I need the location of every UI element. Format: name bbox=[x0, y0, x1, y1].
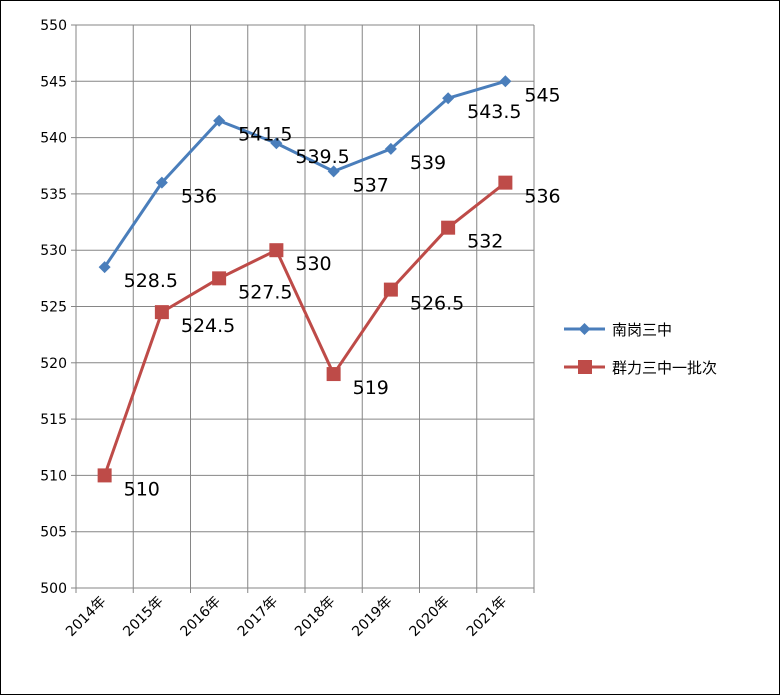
data-point-1-3 bbox=[269, 243, 284, 258]
series-line-1 bbox=[103, 181, 507, 476]
x-tick-label: 2018年 bbox=[292, 594, 338, 640]
legend-marker-1 bbox=[578, 360, 592, 374]
data-point-1-0 bbox=[97, 468, 112, 483]
legend-marker-0 bbox=[578, 323, 591, 335]
data-label: 530 bbox=[295, 253, 331, 275]
data-point-1-4 bbox=[326, 367, 341, 382]
x-tick-label: 2014年 bbox=[63, 594, 109, 640]
data-point-0-3 bbox=[270, 137, 283, 150]
data-label: 519 bbox=[353, 377, 389, 399]
data-label: 524.5 bbox=[181, 315, 235, 337]
data-point-1-6 bbox=[441, 220, 456, 235]
y-tick-label: 535 bbox=[40, 187, 67, 203]
legend-label-0: 南岗三中 bbox=[612, 321, 672, 339]
y-tick-label: 510 bbox=[40, 468, 67, 484]
data-label: 528.5 bbox=[124, 270, 178, 292]
data-label: 510 bbox=[124, 478, 160, 500]
y-tick-label: 505 bbox=[40, 525, 67, 541]
x-tick-label: 2020年 bbox=[407, 594, 453, 640]
axes bbox=[71, 24, 535, 593]
x-tick-label: 2019年 bbox=[349, 594, 395, 640]
data-label: 539.5 bbox=[295, 146, 349, 168]
data-point-1-2 bbox=[212, 271, 227, 286]
x-tick-label: 2016年 bbox=[178, 594, 224, 640]
data-point-0-6 bbox=[442, 92, 455, 105]
y-tick-label: 540 bbox=[40, 131, 67, 147]
y-tick-label: 550 bbox=[40, 18, 67, 34]
series-group bbox=[97, 75, 513, 483]
data-point-1-7 bbox=[498, 175, 513, 190]
series-line-0 bbox=[103, 79, 506, 268]
data-label: 527.5 bbox=[238, 281, 292, 303]
data-point-0-7 bbox=[499, 75, 512, 88]
data-label: 539 bbox=[410, 152, 446, 174]
y-tick-label: 530 bbox=[40, 243, 67, 259]
data-label: 526.5 bbox=[410, 293, 464, 315]
data-point-1-1 bbox=[154, 305, 169, 320]
y-tick-label: 525 bbox=[40, 300, 67, 316]
data-point-0-1 bbox=[155, 176, 168, 189]
data-point-1-5 bbox=[383, 282, 398, 297]
legend-label-1: 群力三中一批次 bbox=[612, 359, 717, 377]
y-tick-label: 500 bbox=[40, 581, 67, 597]
data-label: 536 bbox=[524, 186, 560, 208]
y-tick-label: 515 bbox=[40, 412, 67, 428]
x-tick-label: 2015年 bbox=[120, 594, 166, 640]
gridlines bbox=[75, 24, 535, 589]
data-label: 537 bbox=[353, 174, 389, 196]
x-tick-label: 2017年 bbox=[235, 594, 281, 640]
y-tick-label: 545 bbox=[40, 74, 67, 90]
x-tick-label: 2021年 bbox=[464, 594, 510, 640]
data-label: 543.5 bbox=[467, 101, 521, 123]
data-point-0-5 bbox=[384, 142, 397, 155]
data-label: 545 bbox=[524, 84, 560, 106]
data-label: 536 bbox=[181, 186, 217, 208]
data-point-0-2 bbox=[213, 114, 226, 127]
y-tick-label: 520 bbox=[40, 356, 67, 372]
data-point-0-4 bbox=[327, 165, 340, 178]
data-label: 541.5 bbox=[238, 124, 292, 146]
y-tick-labels: 500 505 510 515 520 525 530 535 540 545 550 bbox=[40, 18, 67, 597]
data-point-0-0 bbox=[98, 261, 111, 274]
x-tick-labels: 2014年 2015年 2016年 2017年 2018年 2019年 2020年 2021年 bbox=[63, 594, 510, 640]
data-label: 532 bbox=[467, 231, 503, 253]
